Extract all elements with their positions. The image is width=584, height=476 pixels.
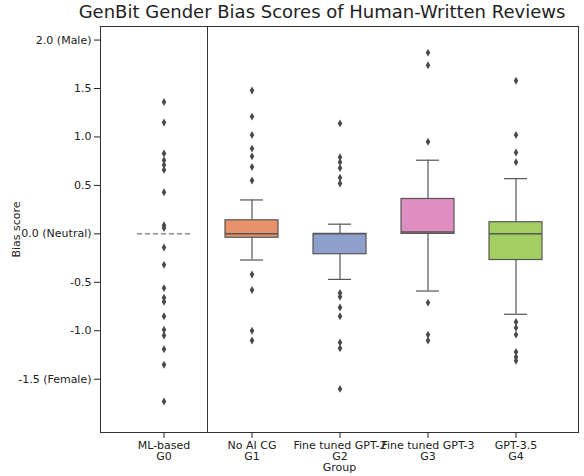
svg-text:-0.5: -0.5 — [70, 276, 91, 289]
svg-text:Fine tuned GPT-3G3: Fine tuned GPT-3G3 — [381, 439, 474, 463]
svg-text:-1.0: -1.0 — [70, 324, 91, 337]
svg-text:2.0 (Male): 2.0 (Male) — [36, 34, 92, 47]
svg-text:1.5: 1.5 — [74, 82, 92, 95]
svg-text:ML-basedG0: ML-basedG0 — [138, 439, 191, 463]
html-text:G2: G2 — [332, 450, 348, 464]
svg-text:Bias score: Bias score — [10, 201, 23, 257]
svg-text:0.0 (Neutral): 0.0 (Neutral) — [21, 227, 91, 240]
svg-text:0.5: 0.5 — [74, 179, 92, 192]
html-text:Fine tuned GPT-2: Fine tuned GPT-2 — [293, 439, 387, 453]
svg-text:1.0: 1.0 — [74, 130, 92, 143]
svg-text:No AI CGG1: No AI CGG1 — [228, 439, 277, 463]
svg-text:GPT-3.5G4: GPT-3.5G4 — [495, 439, 537, 463]
html-text:GenBit Gender Bias Scores of H: GenBit Gender Bias Scores of Human-Writt… — [78, 1, 566, 22]
svg-text:-1.5 (Female): -1.5 (Female) — [18, 373, 91, 386]
svg-text:Group: Group — [323, 461, 357, 474]
